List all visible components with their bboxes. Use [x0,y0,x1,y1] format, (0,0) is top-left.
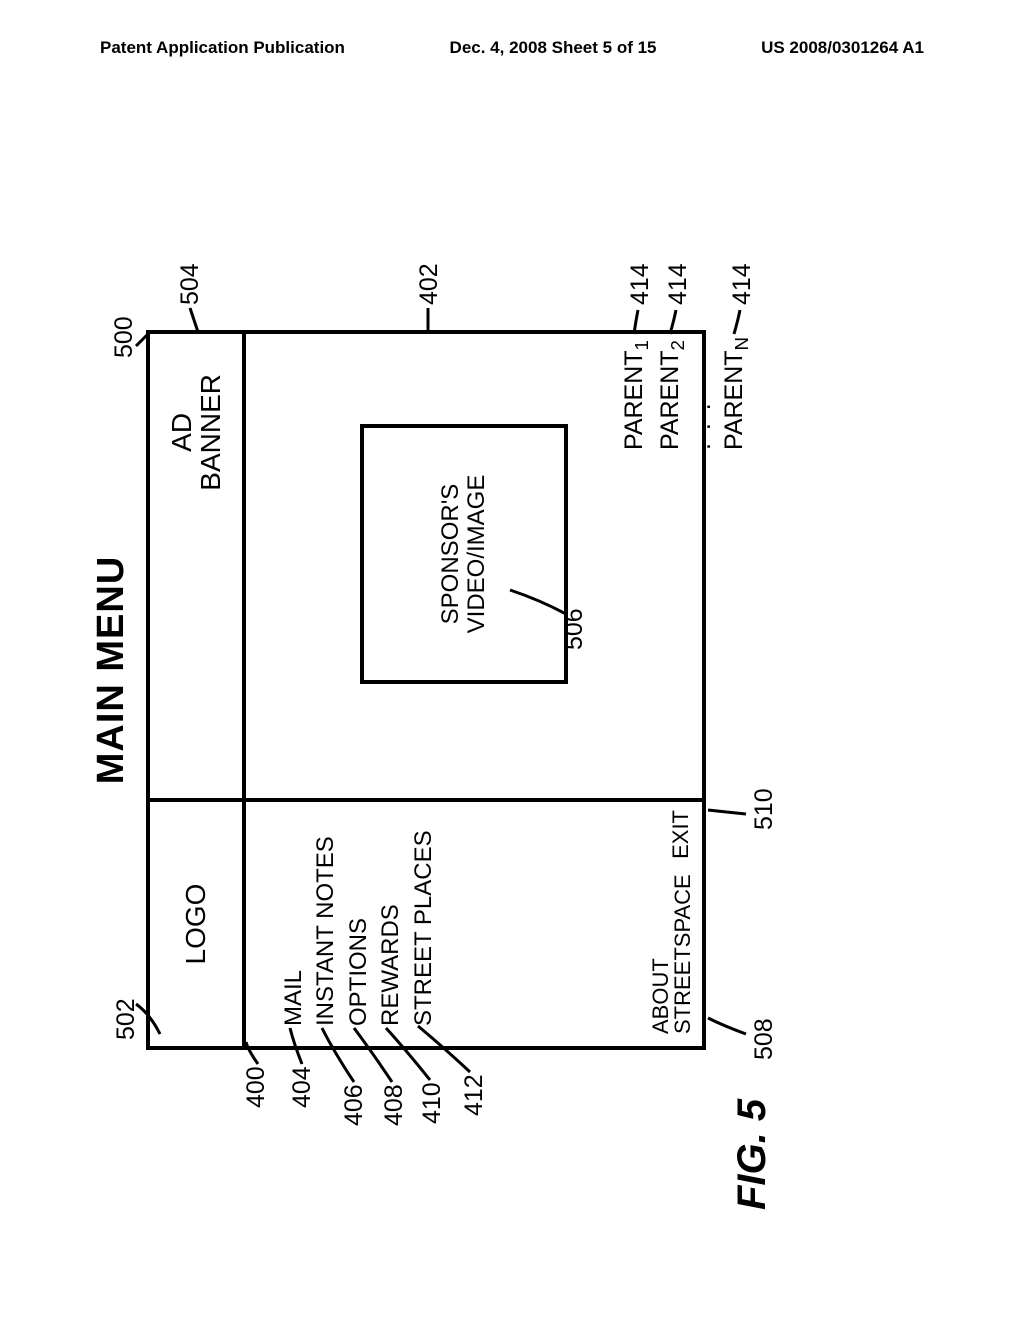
rotated-stage: MAIN MENU LOGO AD BANNER MAIL INSTANT NO… [90,130,930,1210]
header-center: Dec. 4, 2008 Sheet 5 of 15 [450,38,657,58]
header-right: US 2008/0301264 A1 [761,38,924,58]
page-header: Patent Application Publication Dec. 4, 2… [0,38,1024,58]
diagram: MAIN MENU LOGO AD BANNER MAIL INSTANT NO… [90,130,930,1210]
header-left: Patent Application Publication [100,38,345,58]
